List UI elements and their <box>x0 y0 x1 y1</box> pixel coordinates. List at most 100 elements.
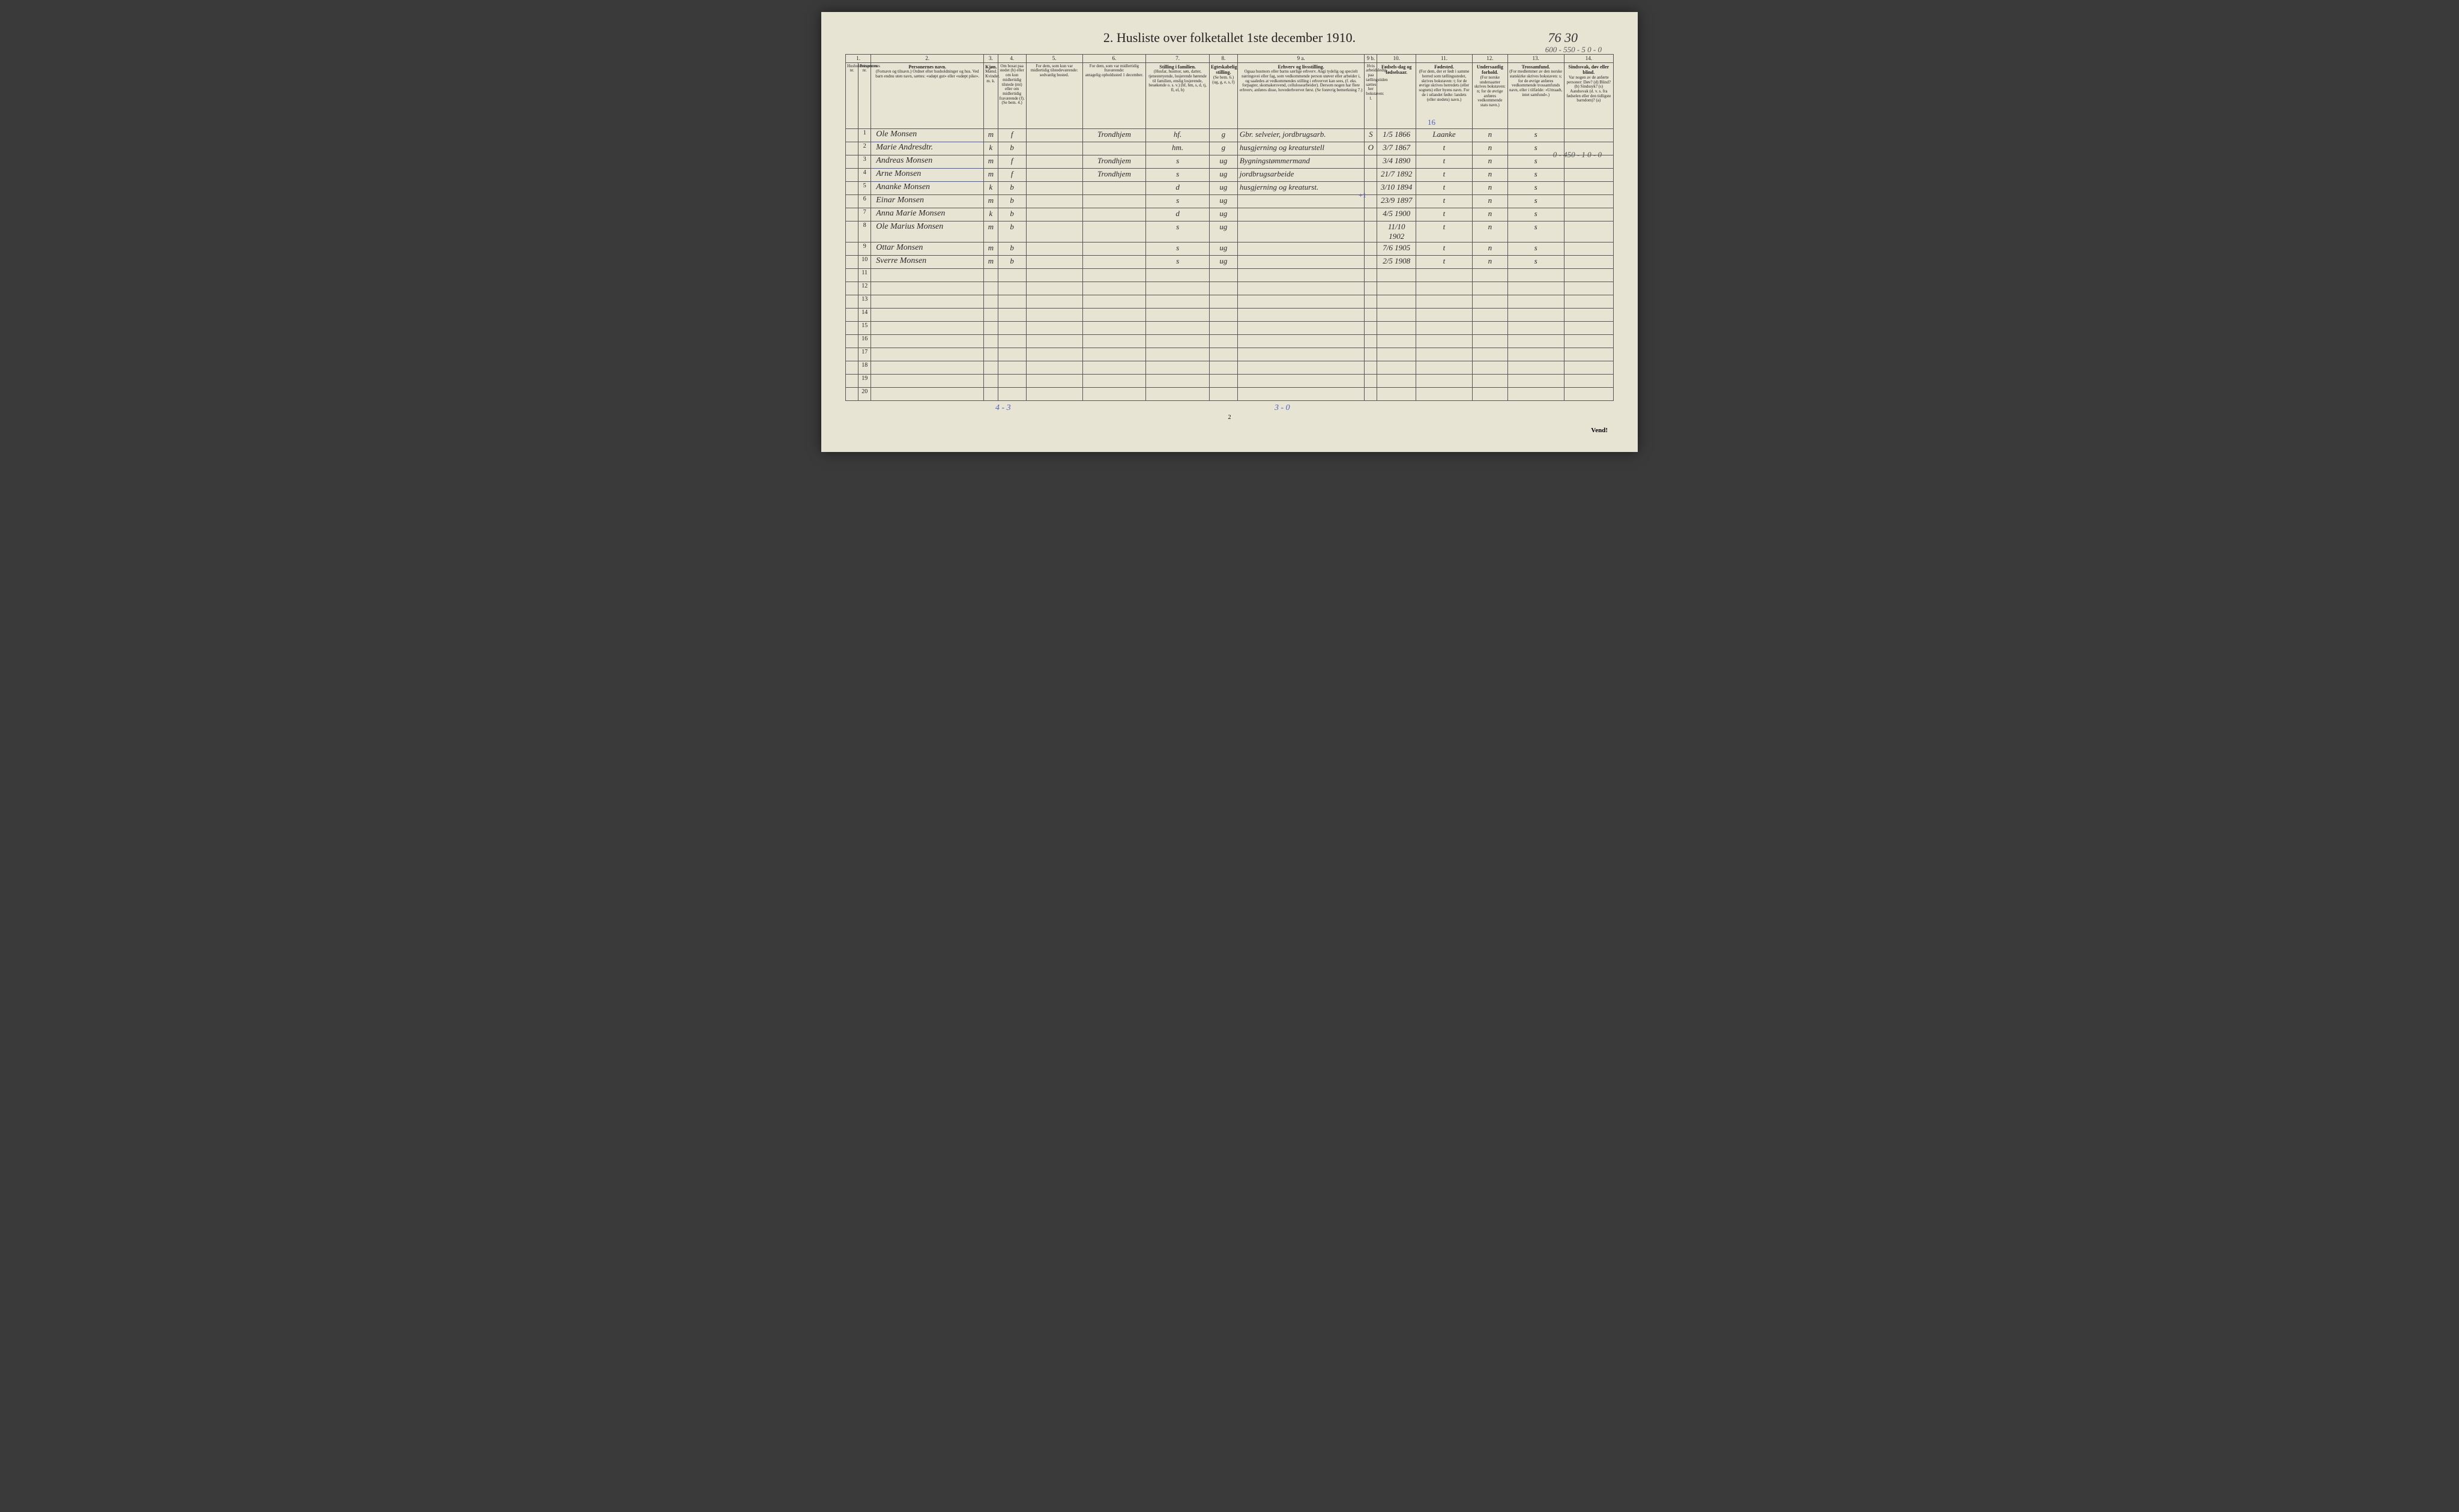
header-row: Husholdningernes nr. Personernes nr. Per… <box>846 62 1614 128</box>
cell: 1 <box>858 128 871 142</box>
table-row: 8Ole Marius Monsenmbsug11/10 1902tns <box>846 221 1614 242</box>
cell: s <box>1507 181 1564 194</box>
cell: t <box>1416 255 1473 268</box>
cell <box>1507 268 1564 282</box>
cell <box>998 334 1026 348</box>
cell: hm. <box>1146 142 1210 155</box>
cell <box>1082 387 1146 400</box>
table-row-empty: 17 <box>846 348 1614 361</box>
cell: husgjerning og kreaturstell <box>1237 142 1364 155</box>
margin-note-top: 600 - 550 - 5 0 - 0 <box>1545 45 1602 55</box>
cell <box>1377 295 1416 308</box>
table-row-empty: 11 <box>846 268 1614 282</box>
margin-note-mid: 0 - 450 - 1 0 - 0 <box>1553 150 1602 160</box>
table-row: 9Ottar Monsenmbsug7/6 1905tns <box>846 242 1614 255</box>
table-row-empty: 12 <box>846 282 1614 295</box>
cell: 2 <box>858 142 871 155</box>
cell <box>1472 334 1507 348</box>
cell: m <box>984 155 998 168</box>
cell: s <box>1146 242 1210 255</box>
cell <box>1082 221 1146 242</box>
cell <box>1237 268 1364 282</box>
colnum-3: 3. <box>984 55 998 63</box>
cell: 14 <box>858 308 871 321</box>
cell <box>1237 387 1364 400</box>
cell: Marie Andresdtr. <box>871 142 984 155</box>
table-row: 4Arne MonsenmfTrondhjemsugjordbrugsarbei… <box>846 168 1614 181</box>
cell <box>846 308 858 321</box>
cell <box>998 321 1026 334</box>
cell: t <box>1416 208 1473 221</box>
cell: n <box>1472 142 1507 155</box>
cell: s <box>1507 208 1564 221</box>
cell: m <box>984 168 998 181</box>
cell <box>1237 194 1364 208</box>
footer-mid: 3 - 0 <box>1275 403 1290 413</box>
colnum-15: 14. <box>1564 55 1613 63</box>
cell <box>1564 361 1613 374</box>
col-sex: Kjøn.Mænd. Kvinder. m. k. <box>984 62 998 128</box>
cell <box>1564 282 1613 295</box>
cell: s <box>1507 242 1564 255</box>
cell: n <box>1472 255 1507 268</box>
cell: g <box>1209 142 1237 155</box>
cell <box>1026 361 1082 374</box>
cell <box>1237 308 1364 321</box>
cell <box>846 168 858 181</box>
cell <box>1365 181 1377 194</box>
cell <box>871 348 984 361</box>
cell <box>1416 334 1473 348</box>
cell <box>998 308 1026 321</box>
cell <box>1082 295 1146 308</box>
cell <box>1082 268 1146 282</box>
cell <box>1416 321 1473 334</box>
top-annotation: 76 30 <box>1548 30 1578 46</box>
cell: m <box>984 221 998 242</box>
cell: 3/4 1890 <box>1377 155 1416 168</box>
col-person-nr: Personernes nr. <box>858 62 871 128</box>
cell <box>1377 268 1416 282</box>
cell <box>1026 321 1082 334</box>
cell: n <box>1472 155 1507 168</box>
cell: 1/5 1866 <box>1377 128 1416 142</box>
cell <box>1365 387 1377 400</box>
cell <box>1026 155 1082 168</box>
cell <box>1209 348 1237 361</box>
cell <box>1564 308 1613 321</box>
cell <box>1377 308 1416 321</box>
cell <box>998 282 1026 295</box>
cell <box>1416 374 1473 387</box>
cell <box>1026 374 1082 387</box>
cell <box>1209 308 1237 321</box>
cell <box>1237 242 1364 255</box>
table-row-empty: 15 <box>846 321 1614 334</box>
cell: 8 <box>858 221 871 242</box>
cell: m <box>984 242 998 255</box>
colnum-13: 12. <box>1472 55 1507 63</box>
table-row: 7Anna Marie Monsenkbdug4/5 1900tns <box>846 208 1614 221</box>
cell <box>1507 321 1564 334</box>
cell: 11/10 1902 <box>1377 221 1416 242</box>
cell <box>1472 308 1507 321</box>
cell <box>1082 334 1146 348</box>
cell: 15 <box>858 321 871 334</box>
cell <box>846 128 858 142</box>
cell: m <box>984 194 998 208</box>
cell: s <box>1146 168 1210 181</box>
cell <box>1564 181 1613 194</box>
cell <box>1416 348 1473 361</box>
cell: 12 <box>858 282 871 295</box>
cell: g <box>1209 128 1237 142</box>
cell <box>1209 321 1237 334</box>
cell: d <box>1146 208 1210 221</box>
cell <box>1082 282 1146 295</box>
cell: f <box>998 168 1026 181</box>
cell: n <box>1472 208 1507 221</box>
table-row: 10Sverre Monsenmbsug2/5 1908tns <box>846 255 1614 268</box>
cell <box>1146 308 1210 321</box>
cell <box>1564 168 1613 181</box>
cell <box>1237 255 1364 268</box>
cell <box>1209 361 1237 374</box>
plus-one-annotation: +1 <box>1359 191 1366 200</box>
colnum-6: 6. <box>1082 55 1146 63</box>
